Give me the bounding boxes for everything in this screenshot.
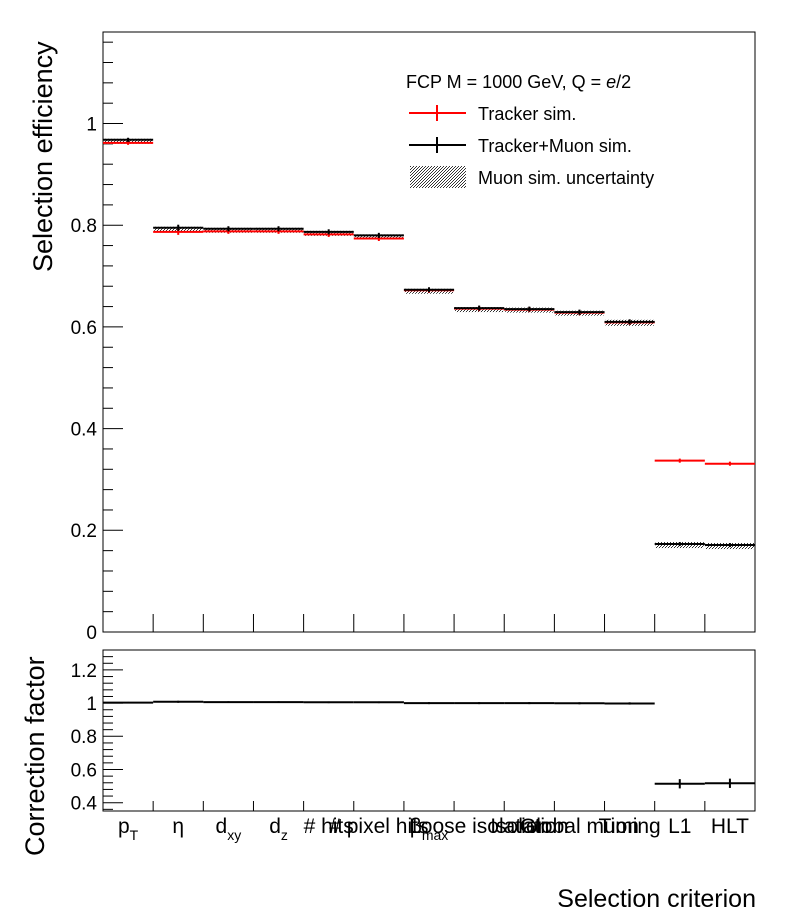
x-tick-label: # pixel hits — [329, 815, 428, 838]
legend: FCP M = 1000 GeV, Q = e/2 Tracker sim. T… — [406, 72, 654, 188]
main-y-tick-label: 0.2 — [71, 521, 97, 542]
ratio-y-tick-label: 1.2 — [71, 661, 97, 682]
main-y-tick-label: 0 — [86, 623, 97, 644]
legend-entry-tracker-muon: Tracker+Muon sim. — [409, 136, 632, 156]
main-y-axis-title: Selection efficiency — [28, 41, 58, 272]
main-y-tick-label: 0.8 — [71, 216, 97, 237]
x-tick-label: # hits — [304, 815, 354, 838]
main-y-axis: 0 0.2 0.4 0.6 0.8 1 — [71, 41, 123, 644]
legend-label-muon-uncertainty: Muon sim. uncertainty — [478, 168, 654, 188]
main-plot-frame — [102, 31, 756, 633]
main-panel: 0 0.2 0.4 0.6 0.8 1 Selection efficiency FCP … — [28, 31, 756, 644]
x-tick-label: pT — [118, 815, 139, 843]
ratio-y-tick-label: 0.4 — [71, 794, 98, 815]
ratio-series — [103, 700, 755, 789]
ratio-y-axis: 0.4 0.6 0.8 1 1.2 — [71, 649, 123, 815]
ratio-y-tick-label: 1 — [86, 694, 97, 715]
x-tick-label: Global muon — [520, 815, 639, 838]
x-tick-label: η — [172, 815, 184, 838]
legend-label-tracker: Tracker sim. — [478, 104, 576, 124]
series-tracker-muon — [103, 137, 755, 548]
main-y-tick-label: 0.6 — [71, 318, 97, 339]
ratio-plot-frame — [102, 649, 756, 812]
x-tick-label: βmax — [410, 815, 449, 843]
x-tick-label: HLT — [711, 815, 749, 838]
main-y-tick-label: 1 — [86, 114, 97, 135]
x-axis-title: Selection criterion — [557, 885, 756, 913]
legend-entry-muon-uncertainty: Muon sim. uncertainty — [410, 166, 654, 188]
ratio-y-tick-label: 0.8 — [71, 727, 97, 748]
legend-title: FCP M = 1000 GeV, Q = e/2 — [406, 72, 631, 92]
x-tick-label: Isolation — [490, 815, 568, 838]
legend-label-tracker-muon: Tracker+Muon sim. — [478, 136, 632, 156]
legend-swatch-hatch — [410, 166, 466, 188]
ratio-x-ticks — [152, 801, 706, 811]
main-x-ticks — [152, 614, 706, 632]
ratio-y-axis-title: Correction factor — [20, 656, 50, 856]
main-series — [103, 137, 755, 548]
x-tick-label: Loose isolation — [409, 815, 549, 838]
ratio-panel: 0.4 0.6 0.8 1 1.2 Correction factor pT η dxy dz… — [20, 649, 756, 913]
x-tick-label: L1 — [668, 815, 691, 838]
x-tick-label: dxy — [216, 815, 242, 843]
legend-entry-tracker: Tracker sim. — [409, 104, 576, 124]
x-tick-label: dz — [269, 815, 288, 843]
main-y-tick-label: 0.4 — [71, 419, 98, 440]
ratio-y-tick-label: 0.6 — [71, 760, 97, 781]
x-tick-label: Timing — [598, 815, 660, 838]
